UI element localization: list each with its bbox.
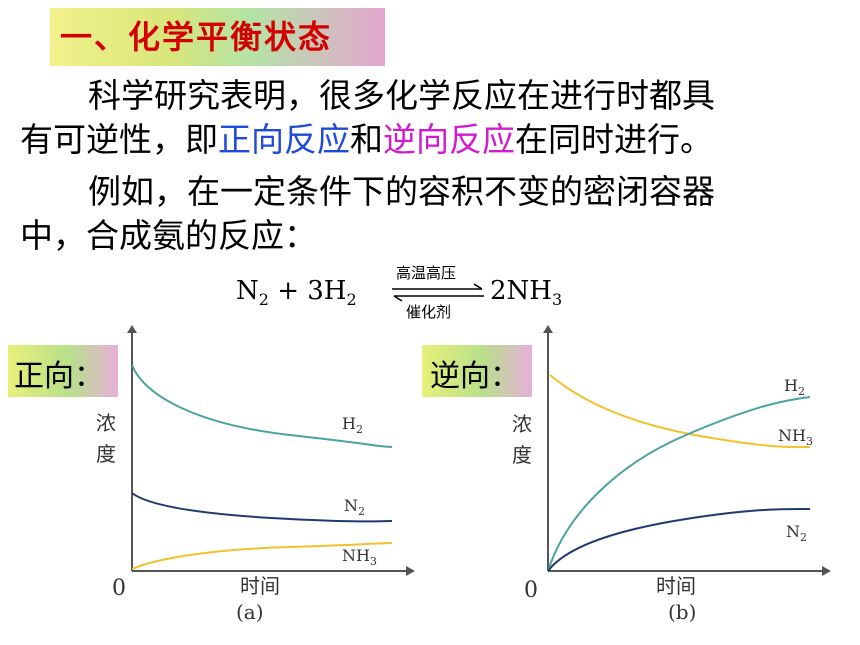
- chart-a-ylabel-1: 浓: [96, 411, 116, 435]
- chart-a-nh3-curve: [131, 542, 393, 570]
- para1-line2: 有可逆性，即正向反应和逆向反应在同时进行。: [20, 120, 713, 160]
- chart-a-ylabel-2: 度: [96, 442, 116, 466]
- para1-line1: 科学研究表明，很多化学反应在进行时都具: [88, 76, 715, 115]
- chart-a-origin: 0: [112, 576, 126, 601]
- forward-reaction-text: 正向反应: [218, 120, 350, 159]
- reverse-reaction-text: 逆向反应: [383, 120, 515, 159]
- chart-b-n2-curve: [547, 507, 811, 572]
- chart-a-h2-curve: [131, 364, 393, 448]
- chart-b-h2-curve: [547, 396, 811, 572]
- para1-line2-suffix: 在同时进行。: [515, 120, 713, 159]
- chart-a-x-arrow: [406, 566, 415, 576]
- chart-a-caption: (a): [236, 600, 264, 624]
- plus-sign: +: [268, 276, 308, 306]
- reverse-tag: 逆向：: [430, 359, 520, 394]
- chart-b-ylabel-1: 浓: [512, 412, 532, 436]
- chart-a: 浓 度 0 时间 (a) H2 N2 NH3: [96, 325, 415, 624]
- reverse-tag-background: [422, 345, 532, 397]
- chart-a-n2-curve: [131, 492, 393, 523]
- chart-b-origin: 0: [524, 578, 538, 603]
- chart-a-xlabel: 时间: [240, 574, 280, 598]
- chart-b-h2-label: H2: [784, 376, 805, 398]
- para2-line2: 中，合成氨的反应：: [20, 216, 317, 255]
- condition-bottom: 催化剂: [406, 303, 452, 321]
- chart-b-y-arrow: [543, 325, 553, 333]
- n2-formula: N2: [236, 276, 269, 309]
- chart-b-caption: (b): [668, 600, 696, 624]
- chart-b-x-arrow: [822, 566, 831, 576]
- chart-b-nh3-curve: [549, 374, 811, 449]
- forward-tag-background: [8, 345, 118, 397]
- chart-b-xlabel: 时间: [656, 574, 696, 598]
- para2-line1: 例如，在一定条件下的容积不变的密闭容器: [88, 172, 715, 211]
- section-title-background: [50, 8, 385, 66]
- chart-b-ylabel-2: 度: [512, 443, 532, 467]
- chart-a-y-arrow: [127, 325, 137, 333]
- chart-a-nh3-label: NH3: [342, 546, 377, 568]
- chart-b-n2-label: N2: [786, 522, 807, 544]
- chart-a-h2-label: H2: [342, 414, 363, 436]
- reaction-equation: N2 + 3H2: [236, 276, 357, 326]
- condition-top: 高温高压: [396, 264, 457, 282]
- chart-a-n2-label: N2: [344, 496, 365, 518]
- section-title: 一、化学平衡状态: [60, 18, 333, 56]
- h2-formula: 3H2: [307, 276, 357, 309]
- nh3-formula: 2NH3: [490, 276, 563, 309]
- chart-b-nh3-label: NH3: [778, 426, 813, 448]
- equilibrium-arrows-icon: [392, 283, 484, 302]
- forward-tag: 正向：: [14, 359, 104, 394]
- para1-line2-prefix: 有可逆性，即: [20, 120, 218, 159]
- chart-b: 浓 度 0 时间 (b) H2 NH3 N2: [512, 325, 831, 624]
- and-text: 和: [350, 120, 383, 159]
